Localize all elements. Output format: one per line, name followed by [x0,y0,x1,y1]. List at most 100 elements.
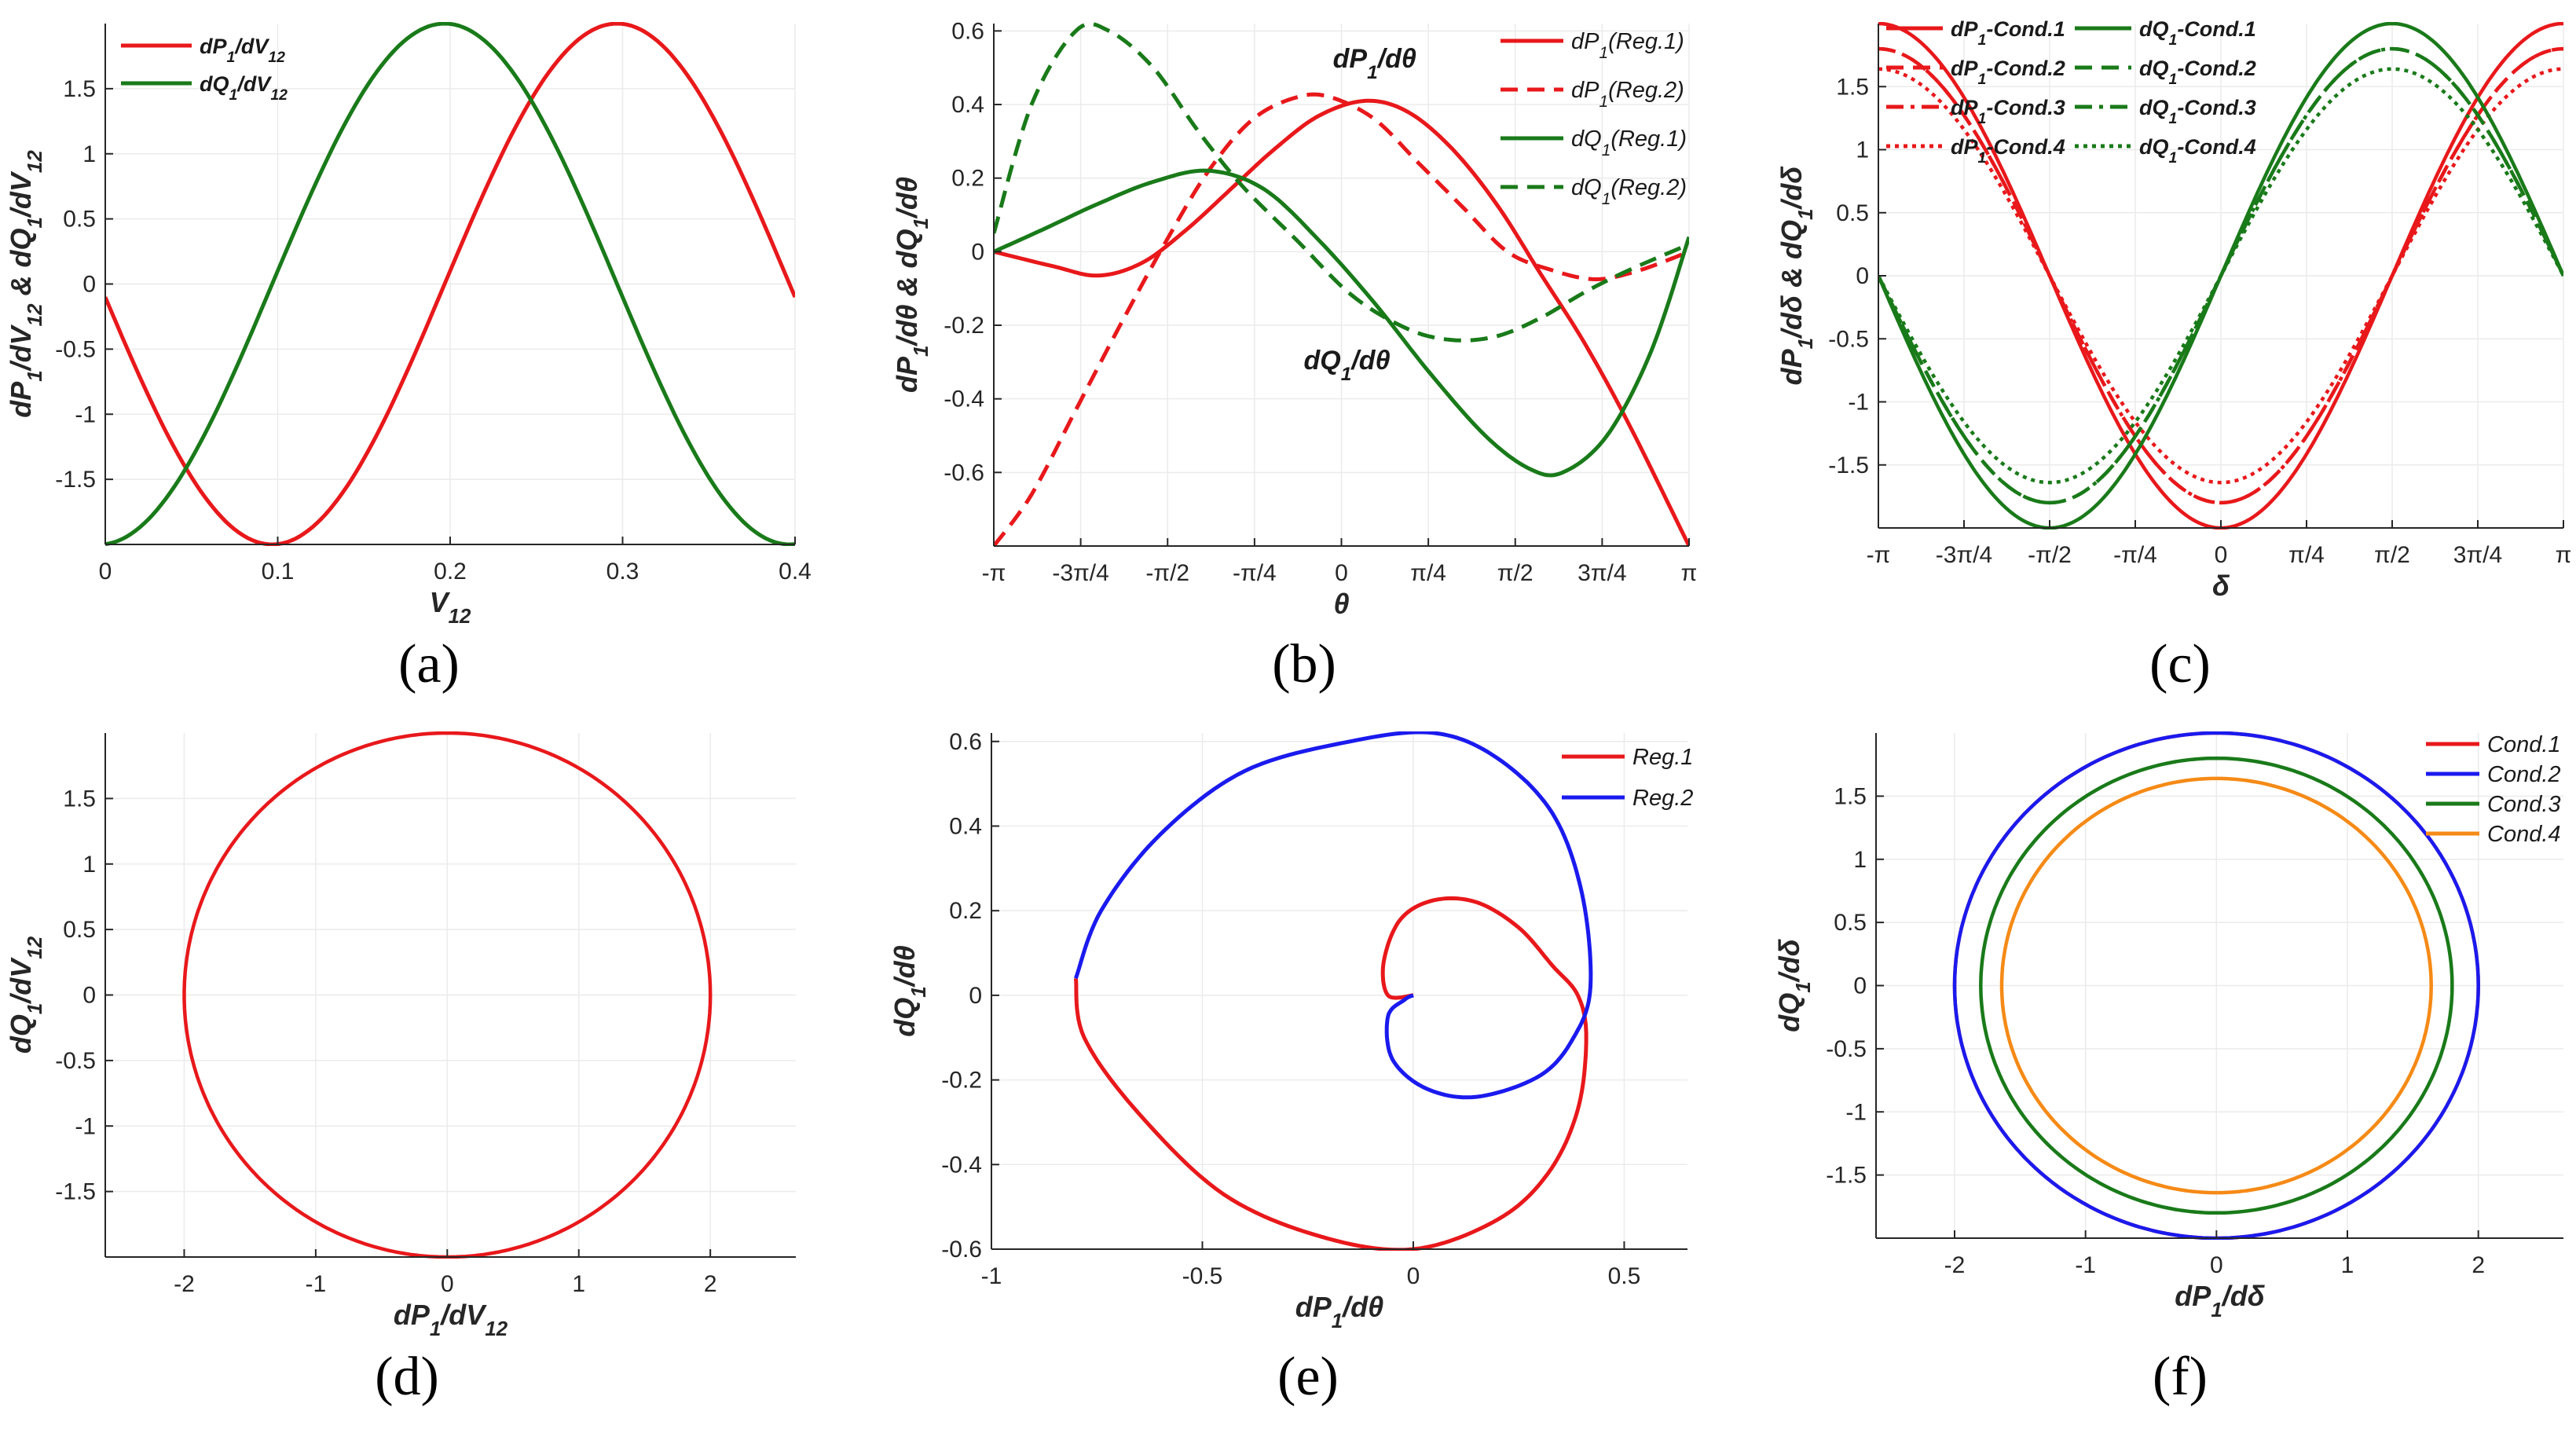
grid [991,733,1687,1250]
series-dP1(Reg.1) [994,98,1689,548]
x-tick-label: 3π/4 [1577,560,1626,586]
series-dQ1-per-dV12 [105,22,795,546]
y-tick-label: -1 [75,401,96,427]
annotation: dP1/dθ [1333,44,1416,83]
x-tick-label: 1 [572,1271,585,1297]
y-tick-label: -1.5 [55,1179,96,1205]
x-tick-label: 0 [99,559,112,585]
x-tick-label: 0 [2210,1252,2223,1278]
x-tick-label: -2 [174,1271,195,1297]
y-tick-label: -0.4 [944,387,984,412]
legend-label: Cond.1 [2487,732,2561,757]
y-tick-label: 0.5 [63,207,96,233]
x-tick-label: -3π/4 [1936,542,1992,568]
x-tick-label: 0 [1335,560,1348,586]
y-tick-label: 1.5 [1836,74,1869,100]
y-axis-label: dQ1/dδ [1773,938,1815,1032]
y-tick-label: -1.5 [55,467,96,493]
x-axis-label: δ [2212,570,2230,602]
x-tick-label: 2 [2472,1252,2485,1278]
series-Reg-2 [1074,731,1593,1100]
y-tick-label: -0.2 [941,1068,982,1094]
panel-b: -π -3π/4 -π/2 -π/4 0 π/4 π/2 3π/4 π -0.6 -0.4 -0.2 0… [891,18,1697,695]
y-tick-label: 0.5 [1834,910,1867,936]
y-tick-label: -0.6 [941,1237,982,1263]
y-tick-label: 0 [1853,973,1867,999]
x-tick-label: π/4 [2288,542,2325,568]
legend-label: dP1/dV12 [200,35,285,66]
x-tick-label: -0.5 [1182,1263,1223,1289]
panel-label: (a) [398,634,460,695]
x-tick-label: -1 [981,1263,1002,1289]
y-tick-label: 0.5 [63,917,96,943]
series-Cond-2 [1952,731,2480,1240]
legend-label: Reg.1 [1632,745,1693,770]
y-tick-label: 0.2 [949,898,982,924]
panel-f: -2 -1 0 1 2 -1.5 -1 -0.5 0 0.5 1 1.5 dP1/dδ dQ1/dδ (f)… [1773,731,2563,1407]
y-tick-label: 0.5 [1836,200,1869,226]
series-dQ1(Reg.1) [994,168,1689,478]
y-tick-label: -0.5 [1826,1036,1867,1062]
y-axis-label: dP1/dV12 & dQ1/dV12 [5,150,46,418]
series-circle [182,731,713,1259]
x-tick-label: -π [982,560,1006,586]
y-tick-label: -0.2 [944,313,984,339]
x-axis-label: dP1/dδ [2175,1280,2265,1321]
curves [105,22,795,546]
y-tick-label: -0.5 [1828,326,1869,352]
legend-label: dQ1-Cond.2 [2139,57,2256,88]
x-tick-label: 0.5 [1608,1263,1641,1289]
x-tick-label: -1 [2075,1252,2096,1278]
x-tick-label: π/2 [1497,560,1534,586]
legend-label: dQ1-Cond.1 [2139,17,2256,49]
x-tick-label: -π/4 [2113,542,2157,568]
x-tick-label: π/4 [1410,560,1446,586]
legend-label: dQ1/dV12 [200,72,288,104]
legend-label: Cond.2 [2487,762,2561,787]
y-tick-label: 0 [82,272,96,298]
x-tick-label: -π [1867,542,1891,568]
x-tick-label: 0 [441,1271,454,1297]
y-tick-label: 1.5 [63,76,96,102]
x-axis-label: dP1/dV12 [394,1299,508,1340]
panel-d: -2 -1 0 1 2 -1.5 -1 -0.5 0 0.5 1 1.5 dP1/dV12 dQ1/dV1… [5,731,796,1407]
x-tick-label: 0.4 [779,559,812,585]
legend-label: dP1-Cond.4 [1951,135,2065,167]
x-tick-label: 0.3 [606,559,639,585]
legend-label: dQ1-Cond.3 [2139,96,2256,127]
x-tick-label: -π/2 [2028,542,2072,568]
y-tick-label: -1.5 [1828,453,1869,478]
y-tick-label: 0.6 [949,729,982,755]
curves [1073,731,1593,1251]
y-axis-label: dQ1/dθ [889,945,930,1037]
y-tick-label: 1 [82,852,96,878]
x-axis-label: dP1/dθ [1295,1291,1384,1332]
x-tick-label: 0.2 [434,559,467,585]
y-tick-label: -0.5 [55,336,96,362]
panel-label: (c) [2149,634,2211,695]
y-tick-label: 1.5 [1834,783,1867,809]
panel-c: -π -3π/4 -π/2 -π/4 0 π/4 π/2 3π/4 π -1.5 -1 -0.5 0 0.… [1775,17,2571,695]
x-tick-label: -3π/4 [1052,560,1108,586]
grid [105,733,796,1257]
series-Cond-4 [1999,776,2433,1195]
series-Cond-3 [1979,756,2454,1215]
y-axis-label: dQ1/dV12 [5,936,46,1054]
series-dP1-per-dV12 [105,22,795,546]
x-tick-label: 3π/4 [2453,542,2502,568]
y-tick-label: 0.4 [949,813,982,839]
legend-label: dP1-Cond.1 [1951,17,2065,49]
legend-label: Reg.2 [1632,786,1693,811]
y-tick-label: 0 [1856,263,1869,289]
legend-label: dQ1(Reg.1) [1571,126,1687,159]
x-tick-label: π/2 [2374,542,2410,568]
x-axis-label: θ [1333,588,1349,620]
panel-label: (d) [375,1347,439,1407]
series-dQ1-Cond.3 [1878,46,2563,505]
x-tick-label: -2 [1944,1252,1966,1278]
series-Reg-1 [1073,896,1588,1251]
x-tick-label: 1 [2341,1252,2354,1278]
y-axis-label: dP1/dδ & dQ1/dδ [1775,166,1817,386]
y-tick-label: 1.5 [63,786,96,812]
